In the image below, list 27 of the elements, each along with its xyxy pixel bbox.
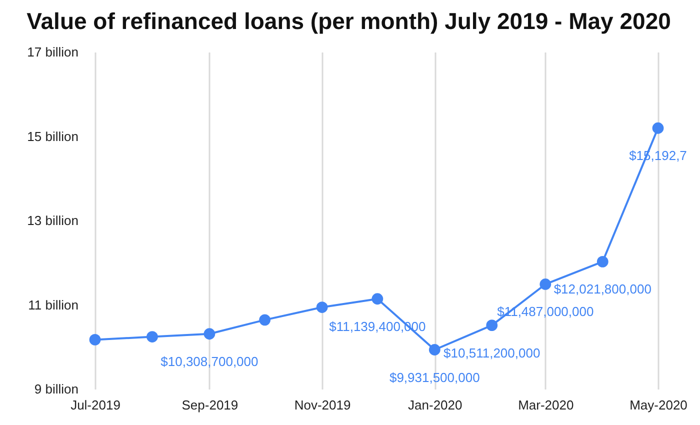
- point: [259, 314, 271, 326]
- y-tick-label: 9 billion: [34, 382, 78, 396]
- x-tick-label: Jan-2020: [408, 398, 462, 412]
- point: [596, 256, 608, 268]
- data-label: $12,021,800,000: [554, 282, 652, 297]
- data-label: $10,308,700,000: [160, 354, 258, 369]
- data-label: $9,931,500,000: [389, 370, 480, 385]
- point: [204, 328, 216, 340]
- y-tick-label: 11 billion: [28, 297, 78, 312]
- point: [146, 331, 158, 342]
- point: [486, 320, 498, 332]
- x-tick-label: Sep-2019: [182, 398, 238, 412]
- y-tick-label: 17 billion: [27, 44, 78, 60]
- x-tick-label: May-2020: [630, 398, 688, 412]
- point: [89, 334, 101, 346]
- point: [652, 122, 664, 134]
- point: [316, 302, 328, 313]
- point: [540, 278, 552, 290]
- data-label: $10,511,200,000: [444, 345, 540, 360]
- chart-title: Value of refinanced loans (per month) July 2019 - May 2020: [26, 8, 671, 34]
- x-tick-label: Nov-2019: [294, 398, 351, 412]
- point: [428, 344, 440, 356]
- y-tick-label: 13 billion: [27, 213, 78, 228]
- point: [372, 293, 384, 305]
- x-tick-label: Jul-2019: [70, 398, 120, 412]
- x-tick-label: Mar-2020: [518, 398, 574, 412]
- y-tick-label: 15 billion: [27, 128, 78, 144]
